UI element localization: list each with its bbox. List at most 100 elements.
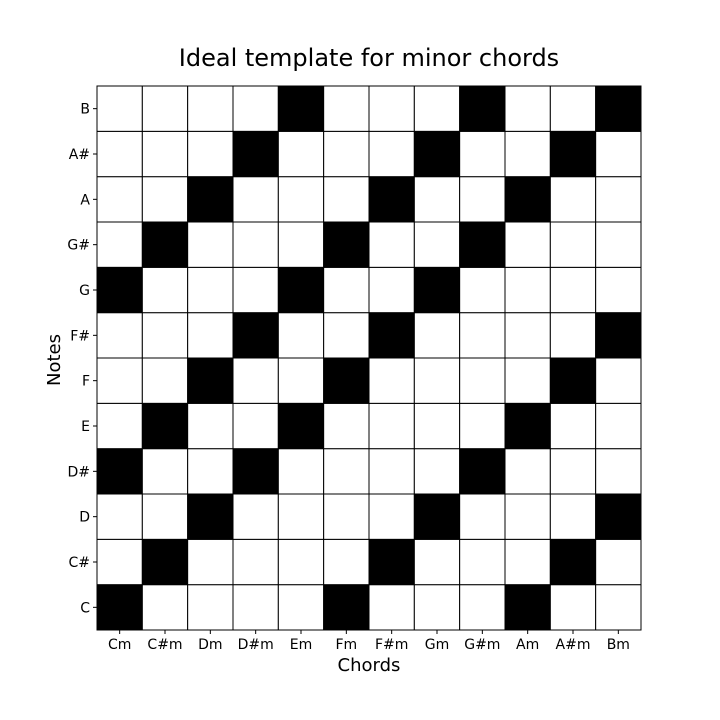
y-tick-label: B xyxy=(80,102,90,118)
heatmap-cell-A-F#m xyxy=(368,176,415,223)
heatmap-cell-E-Fm xyxy=(323,402,370,450)
heatmap-cell-D#-Cm xyxy=(96,448,143,495)
x-tick-label: Gm xyxy=(425,637,450,653)
heatmap-cell-G-D#m xyxy=(232,266,279,314)
heatmap-cell-D-Bm xyxy=(595,493,642,540)
heatmap-cell-C#-G#m xyxy=(459,538,506,586)
heatmap-cell-D-Fm xyxy=(323,493,370,540)
heatmap-cell-A#-D#m xyxy=(232,130,279,178)
heatmap-cell-F-Fm xyxy=(323,357,370,404)
heatmap-cell-A-G#m xyxy=(459,176,506,223)
heatmap-cell-C-C#m xyxy=(141,584,189,631)
heatmap-cell-G-Fm xyxy=(323,266,370,314)
heatmap-cell-A#-A#m xyxy=(549,130,597,178)
heatmap-cell-B-Am xyxy=(504,85,551,132)
heatmap-cell-G-Bm xyxy=(595,266,642,314)
heatmap-cell-D#-G#m xyxy=(459,448,506,495)
heatmap-cell-F#-Fm xyxy=(323,312,370,359)
heatmap-cell-D#-Am xyxy=(504,448,551,495)
heatmap-cell-F#-C#m xyxy=(141,312,189,359)
heatmap-cell-D#-D#m xyxy=(232,448,279,495)
heatmap-cell-C-Gm xyxy=(413,584,461,631)
heatmap-cell-B-Bm xyxy=(595,85,642,132)
heatmap-cell-A-C#m xyxy=(141,176,189,223)
heatmap-cell-F#-Gm xyxy=(413,312,461,359)
heatmap-cell-F-Dm xyxy=(187,357,234,404)
heatmap-cell-G-A#m xyxy=(549,266,597,314)
heatmap-cell-D#-Bm xyxy=(595,448,642,495)
heatmap-cell-C-Bm xyxy=(595,584,642,631)
heatmap-cell-C-Cm xyxy=(96,584,143,631)
heatmap-cell-F#-A#m xyxy=(549,312,597,359)
y-axis-label: Notes xyxy=(44,334,65,386)
heatmap-cell-C#-Cm xyxy=(96,538,143,586)
heatmap-cell-D-Em xyxy=(277,493,325,540)
heatmap-cell-E-Am xyxy=(504,402,551,450)
heatmap-cell-C#-A#m xyxy=(549,538,597,586)
y-tick-label: F# xyxy=(70,328,90,344)
y-tick-label: F xyxy=(82,374,90,390)
heatmap-cell-B-Dm xyxy=(187,85,234,132)
x-tick-label: Am xyxy=(516,637,539,653)
heatmap-cell-B-Em xyxy=(277,85,325,132)
heatmap-cell-A#-C#m xyxy=(141,130,189,178)
heatmap-cell-G#-G#m xyxy=(459,221,506,268)
heatmap-cell-E-Bm xyxy=(595,402,642,450)
x-tick-label: Bm xyxy=(607,637,630,653)
heatmap-cell-D-C#m xyxy=(141,493,189,540)
heatmap-cell-E-D#m xyxy=(232,402,279,450)
heatmap-cell-D-Am xyxy=(504,493,551,540)
heatmap-cell-B-G#m xyxy=(459,85,506,132)
heatmap-cell-C#-Em xyxy=(277,538,325,586)
heatmap-cell-F#-Am xyxy=(504,312,551,359)
heatmap-cell-D-F#m xyxy=(368,493,415,540)
heatmap-cell-F#-Em xyxy=(277,312,325,359)
heatmap-cell-D-Dm xyxy=(187,493,234,540)
heatmap-cell-E-Gm xyxy=(413,402,461,450)
heatmap-cell-F-D#m xyxy=(232,357,279,404)
heatmap-cell-G#-Am xyxy=(504,221,551,268)
y-tick-label: C xyxy=(80,600,90,616)
heatmap-cell-A#-Cm xyxy=(96,130,143,178)
x-axis-label: Chords xyxy=(338,655,401,676)
heatmap-cell-C-D#m xyxy=(232,584,279,631)
heatmap-cell-G-F#m xyxy=(368,266,415,314)
heatmap-cell-A-Bm xyxy=(595,176,642,223)
x-tick-label: C#m xyxy=(147,637,182,653)
heatmap-cell-G-Am xyxy=(504,266,551,314)
heatmap-cell-E-C#m xyxy=(141,402,189,450)
heatmap-cell-C-A#m xyxy=(549,584,597,631)
heatmap-cell-D-D#m xyxy=(232,493,279,540)
x-tick-label: Cm xyxy=(108,637,131,653)
y-tick-label: A xyxy=(80,192,90,208)
heatmap-cell-F#-F#m xyxy=(368,312,415,359)
heatmap-cell-B-A#m xyxy=(549,85,597,132)
heatmap-cell-G-G#m xyxy=(459,266,506,314)
heatmap-cell-F-Am xyxy=(504,357,551,404)
x-tick-label: Fm xyxy=(335,637,357,653)
heatmap-cell-E-A#m xyxy=(549,402,597,450)
x-tick-labels: Cm C#m Dm D#m Em Fm F#m Gm G#m Am A#m Bm xyxy=(108,630,630,653)
heatmap-cell-F-Cm xyxy=(96,357,143,404)
heatmap-cell-D#-C#m xyxy=(141,448,189,495)
y-tick-label: G# xyxy=(67,238,90,254)
heatmap-cell-F-C#m xyxy=(141,357,189,404)
heatmap-cell-C#-Dm xyxy=(187,538,234,586)
heatmap-cell-C-Em xyxy=(277,584,325,631)
heatmap-cell-C#-Gm xyxy=(413,538,461,586)
heatmap-cell-D-Gm xyxy=(413,493,461,540)
heatmap-cell-C-G#m xyxy=(459,584,506,631)
y-tick-label: D# xyxy=(67,464,90,480)
heatmap-cell-A-Dm xyxy=(187,176,234,223)
heatmap-cell-F#-G#m xyxy=(459,312,506,359)
y-tick-label: A# xyxy=(69,147,90,163)
x-tick-label: D#m xyxy=(238,637,274,653)
x-tick-label: F#m xyxy=(375,637,408,653)
heatmap-cell-E-Em xyxy=(277,402,325,450)
heatmap-cell-B-D#m xyxy=(232,85,279,132)
heatmap-cell-F-F#m xyxy=(368,357,415,404)
heatmap-cell-A-D#m xyxy=(232,176,279,223)
heatmap-cell-D#-A#m xyxy=(549,448,597,495)
y-tick-label: D xyxy=(79,510,90,526)
heatmap-cell-E-F#m xyxy=(368,402,415,450)
